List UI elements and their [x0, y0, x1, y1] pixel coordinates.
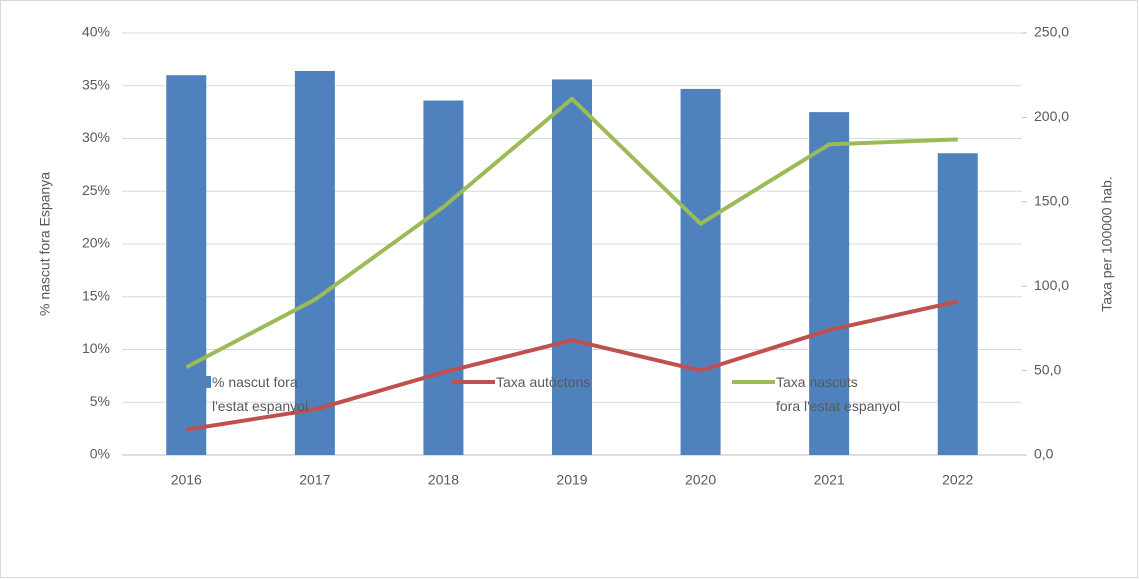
y-tick-label: 25% — [82, 182, 110, 198]
y-tick-label: 0% — [90, 446, 110, 462]
x-tick-label: 2018 — [428, 472, 459, 488]
y2-axis-title: Taxa per 100000 hab. — [1099, 176, 1115, 311]
y2-tick-label: 50,0 — [1034, 361, 1061, 377]
bar — [294, 70, 335, 455]
bar — [809, 112, 850, 455]
y-tick-label: 40% — [82, 24, 110, 40]
legend-label: % nascut fora l'estat espanyol — [212, 374, 309, 414]
bar — [423, 100, 464, 456]
y-axis-title: % nascut fora Espanya — [37, 172, 53, 316]
y-tick-label: 35% — [82, 76, 110, 92]
y2-tick-label: 150,0 — [1034, 193, 1069, 209]
y-tick-label: 30% — [82, 129, 110, 145]
bar — [680, 88, 721, 455]
y2-tick-label: 250,0 — [1034, 24, 1069, 40]
line — [185, 96, 958, 369]
y-tick-label: 5% — [90, 393, 110, 409]
legend-label: Taxa nascuts fora l'estat espanyol — [776, 374, 901, 414]
line — [185, 299, 959, 432]
x-tick-label: 2019 — [556, 472, 587, 488]
y-tick-label: 15% — [82, 287, 110, 303]
y2-tick-label: 100,0 — [1034, 277, 1069, 293]
y2-tick-label: 200,0 — [1034, 108, 1069, 124]
y2-tick-label: 0,0 — [1034, 446, 1054, 462]
x-tick-label: 2021 — [814, 472, 845, 488]
x-tick-label: 2017 — [299, 472, 330, 488]
x-tick-label: 2020 — [685, 472, 716, 488]
x-tick-label: 2016 — [171, 472, 202, 488]
y-tick-label: 10% — [82, 340, 110, 356]
x-tick-label: 2022 — [942, 472, 973, 488]
y-tick-label: 20% — [82, 235, 110, 251]
legend-swatch — [168, 376, 211, 388]
bar — [166, 75, 207, 455]
bar — [552, 79, 592, 456]
legend-label: Taxa autòctons — [496, 374, 591, 390]
